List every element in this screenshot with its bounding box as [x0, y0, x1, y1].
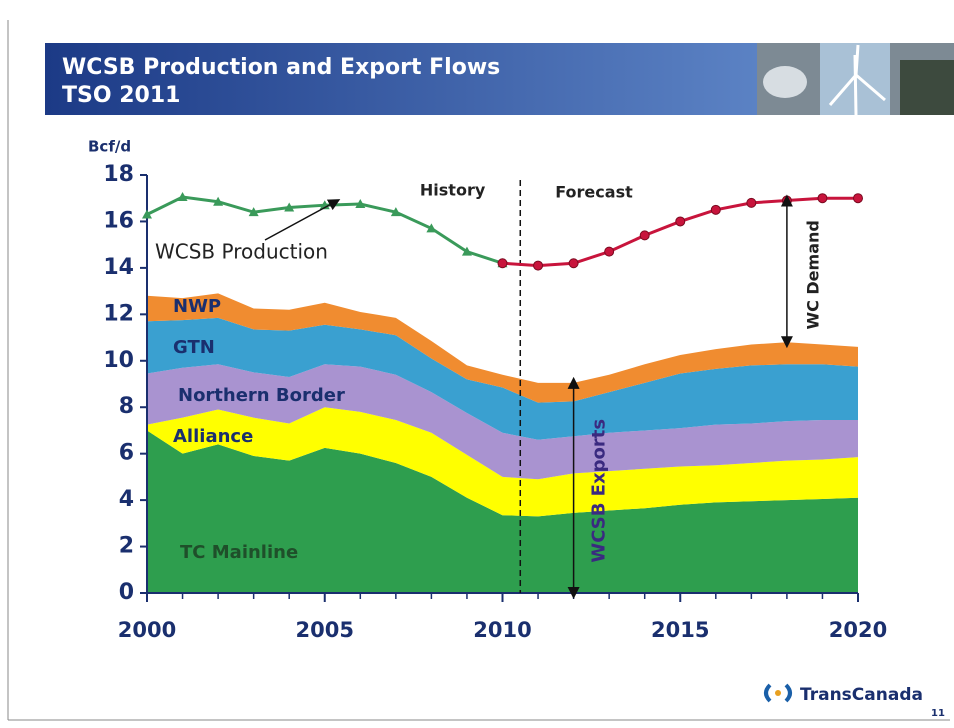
marker — [605, 247, 614, 256]
marker — [640, 231, 649, 240]
y-tick-label: 6 — [119, 441, 134, 466]
y-axis-label: Bcf/d — [88, 138, 131, 156]
marker — [569, 259, 578, 268]
y-tick-label: 0 — [119, 580, 134, 605]
y-tick-label: 10 — [103, 348, 134, 373]
y-tick-label: 14 — [103, 255, 134, 280]
x-tick-label: 2005 — [296, 618, 354, 642]
logo — [775, 690, 781, 696]
plot: TC Mainline Alliance Northern Border GTN NWP… — [103, 162, 887, 642]
demand-label: WC Demand — [803, 220, 822, 329]
marker — [676, 217, 685, 226]
y-tick-label: 8 — [119, 394, 134, 419]
y-tick-label: 2 — [119, 534, 134, 559]
series-label: TC Mainline — [180, 542, 298, 563]
slide: WCSB Production and Export Flows TSO 201… — [0, 0, 954, 724]
y-tick-label: 4 — [119, 487, 134, 512]
line-label: WCSB Production — [155, 240, 328, 264]
chart-subtitle: TSO 2011 — [62, 83, 180, 108]
series-label: NWP — [173, 296, 221, 317]
x-tick-label: 2000 — [118, 618, 176, 642]
header-image — [900, 60, 954, 115]
divider-label: History — [420, 181, 486, 200]
marker — [498, 259, 507, 268]
x-tick-label: 2020 — [829, 618, 887, 642]
y-tick-label: 16 — [103, 208, 134, 233]
marker — [534, 261, 543, 270]
x-tick-label: 2015 — [651, 618, 709, 642]
y-tick-label: 12 — [103, 301, 134, 326]
marker — [747, 198, 756, 207]
divider-label: Forecast — [555, 183, 633, 202]
exports-label: WCSB Exports — [589, 419, 610, 563]
company-name: TransCanada — [800, 685, 923, 705]
page-number: 11 — [931, 708, 945, 719]
marker — [818, 194, 827, 203]
series-label: Alliance — [173, 426, 253, 447]
x-tick-label: 2010 — [473, 618, 531, 642]
chart-title: WCSB Production and Export Flows — [62, 55, 500, 80]
marker — [854, 194, 863, 203]
series-label: GTN — [173, 337, 215, 358]
y-tick-label: 18 — [103, 162, 134, 187]
marker — [711, 205, 720, 214]
header-image — [763, 66, 807, 98]
series-label: Northern Border — [178, 385, 345, 406]
